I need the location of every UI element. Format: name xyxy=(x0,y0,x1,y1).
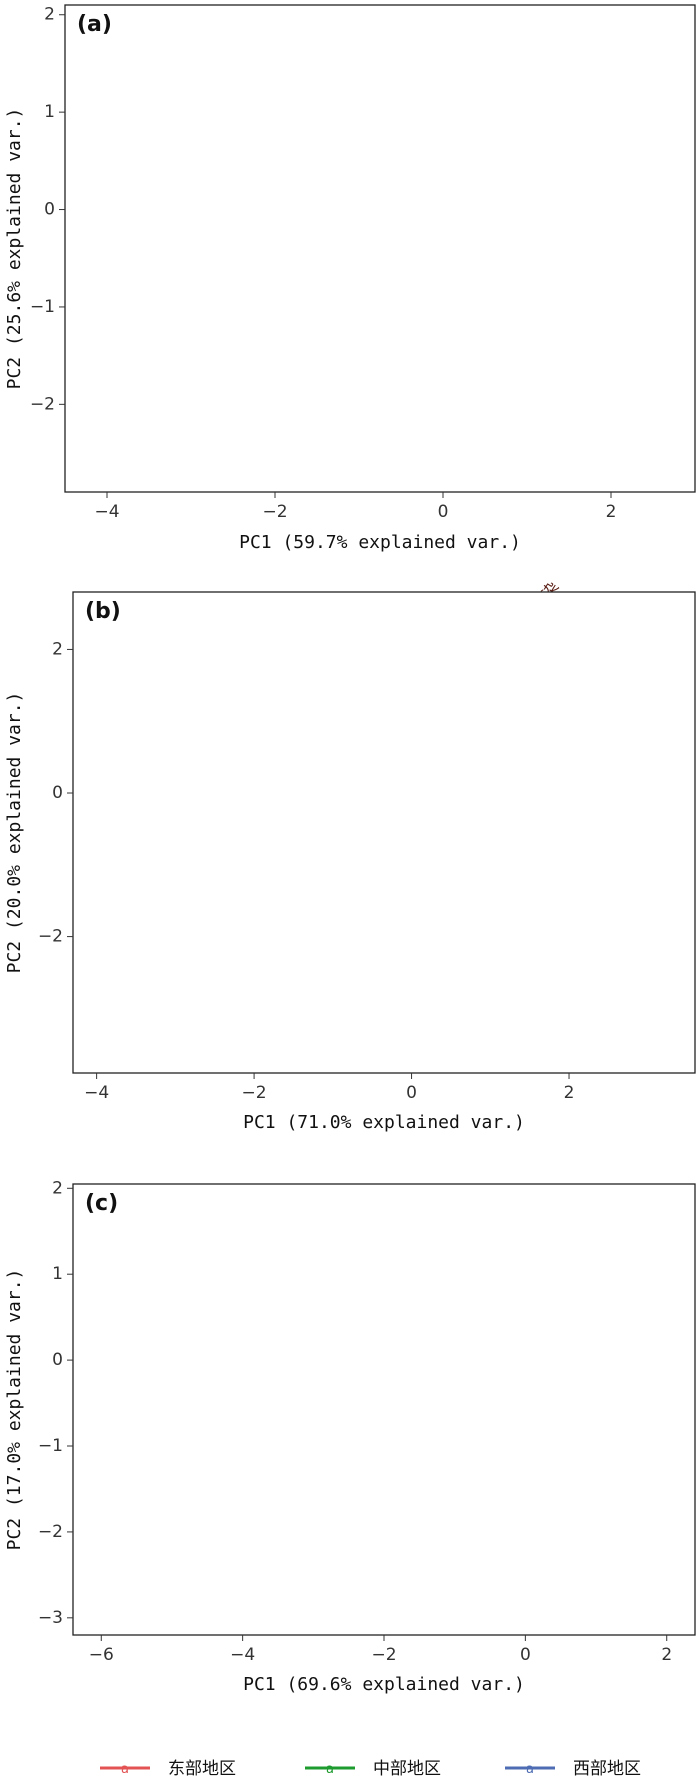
legend-label: 西部地区 xyxy=(573,1759,641,1779)
panel-border xyxy=(72,1183,696,1636)
legend-key-glyph: a xyxy=(326,1762,334,1777)
x-tick-label: −6 xyxy=(89,1645,114,1665)
y-tick-label: 2 xyxy=(52,1178,63,1198)
y-tick-label: −3 xyxy=(38,1608,63,1628)
x-tick-label: 2 xyxy=(606,502,617,522)
y-tick-label: 1 xyxy=(44,102,55,122)
x-axis-title: PC1 (71.0% explained var.) xyxy=(243,1112,525,1133)
x-tick-label: −2 xyxy=(242,1083,267,1103)
axes: −4 −2 0 2 −2 −1 0 1 2 xyxy=(30,5,616,522)
legend-item-west: a 西部地区 xyxy=(505,1759,641,1779)
y-tick-label: 1 xyxy=(52,1264,63,1284)
y-tick-label: 2 xyxy=(44,5,55,25)
y-tick-label: −2 xyxy=(38,1522,63,1542)
x-axis-title: PC1 (69.6% explained var.) xyxy=(243,1674,525,1695)
y-tick-label: −1 xyxy=(30,297,55,317)
legend-label: 东部地区 xyxy=(168,1759,236,1779)
y-tick-label: 2 xyxy=(52,639,63,659)
x-tick-label: −2 xyxy=(371,1645,396,1665)
x-tick-label: −4 xyxy=(230,1645,255,1665)
panels: 北京广东浙江海南山东江苏河北天津上海福建辽宁湖南安徽山西江西黑龙江湖北吉林陕西广… xyxy=(4,4,696,1695)
y-axis-title: PC2 (25.6% explained var.) xyxy=(4,108,25,390)
panel-tag: (c) xyxy=(85,1191,118,1216)
y-tick-label: 0 xyxy=(52,783,63,803)
legend-item-central: a 中部地区 xyxy=(305,1759,441,1779)
y-axis-title: PC2 (17.0% explained var.) xyxy=(4,1269,25,1551)
y-tick-label: 0 xyxy=(52,1350,63,1370)
x-tick-label: 2 xyxy=(564,1083,575,1103)
axes: −4 −2 0 2 −2 0 2 xyxy=(38,639,575,1103)
y-tick-label: −2 xyxy=(30,394,55,414)
panel-tag: (a) xyxy=(77,12,112,37)
x-axis-title: PC1 (59.7% explained var.) xyxy=(239,532,521,553)
x-tick-label: −4 xyxy=(94,502,119,522)
panel-tag: (b) xyxy=(85,599,121,624)
x-tick-label: 0 xyxy=(438,502,449,522)
legend-key-glyph: a xyxy=(526,1762,534,1777)
legend-label: 中部地区 xyxy=(373,1759,441,1779)
panel-border xyxy=(64,4,696,493)
x-tick-label: 0 xyxy=(406,1083,417,1103)
legend-item-east: a 东部地区 xyxy=(100,1759,236,1779)
y-tick-label: −2 xyxy=(38,927,63,947)
x-tick-label: −4 xyxy=(84,1083,109,1103)
y-tick-label: 0 xyxy=(44,200,55,220)
x-tick-label: 0 xyxy=(520,1645,531,1665)
legend: a 东部地区 a 中部地区 a 西部地区 xyxy=(100,1759,641,1779)
y-tick-label: −1 xyxy=(38,1436,63,1456)
legend-key-glyph: a xyxy=(121,1762,129,1777)
y-axis-title: PC2 (20.0% explained var.) xyxy=(4,692,25,974)
panel-border xyxy=(72,591,696,1074)
x-tick-label: 2 xyxy=(661,1645,672,1665)
panel-c: 北京山东浙江江苏福建辽宁河北天津海南上海黑龙江吉林湖北湖南山西河南安徽江西内蒙古… xyxy=(4,1178,696,1695)
panel-a: 北京广东浙江海南山东江苏河北天津上海福建辽宁湖南安徽山西江西黑龙江湖北吉林陕西广… xyxy=(4,4,696,553)
axes: −6 −4 −2 0 2 −3 −2 −1 0 1 2 xyxy=(38,1178,672,1665)
panel-b: 天津河北北京江苏上海广东浙江福建海南山东辽宁湖北吉林黑龙江湖南江西山西陕西新疆重… xyxy=(4,578,696,1133)
x-tick-label: −2 xyxy=(262,502,287,522)
